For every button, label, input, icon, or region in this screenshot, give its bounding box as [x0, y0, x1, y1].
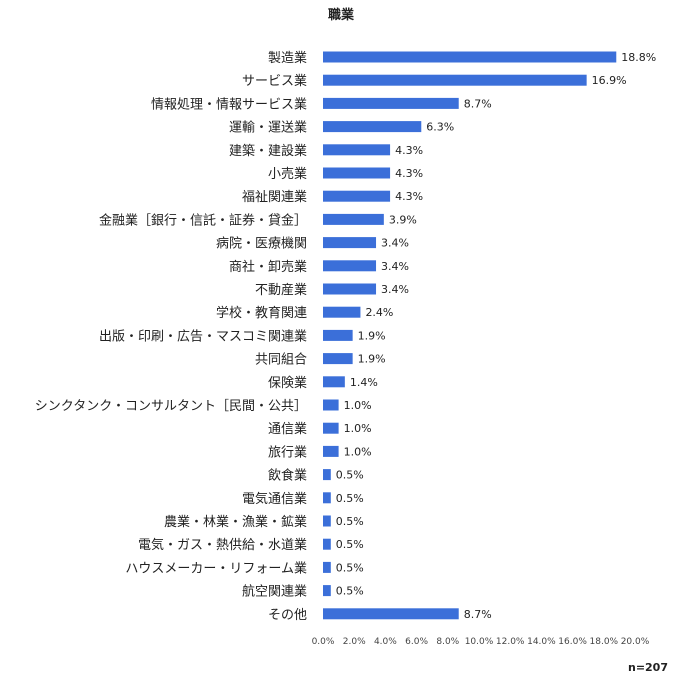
- category-label: 通信業: [268, 421, 307, 437]
- category-label: 金融業［銀行・信託・証券・貸金］: [99, 212, 307, 228]
- category-label: 情報処理・情報サービス業: [151, 96, 307, 112]
- category-label: 運輸・運送業: [229, 120, 307, 136]
- data-label: 1.9%: [358, 329, 386, 342]
- bar: [323, 399, 339, 411]
- category-label: 製造業: [268, 50, 307, 66]
- data-label: 16.9%: [592, 74, 627, 87]
- data-label: 0.5%: [336, 515, 364, 528]
- x-tick-label: 18.0%: [590, 637, 619, 647]
- data-label: 4.3%: [395, 167, 423, 180]
- bar: [323, 74, 587, 86]
- data-label: 1.0%: [344, 399, 372, 412]
- data-label: 3.9%: [389, 213, 417, 226]
- data-label: 8.7%: [464, 608, 492, 621]
- bar: [323, 144, 391, 156]
- category-label: 保険業: [268, 375, 307, 391]
- category-label: その他: [268, 608, 307, 623]
- x-tick-label: 4.0%: [374, 637, 397, 647]
- category-label: サービス業: [242, 73, 307, 89]
- x-tick-label: 10.0%: [465, 637, 494, 647]
- x-tick-label: 0.0%: [312, 637, 335, 647]
- bar: [323, 538, 331, 550]
- category-label: 商社・卸売業: [229, 259, 307, 275]
- data-label: 1.4%: [350, 376, 378, 389]
- bar: [323, 376, 345, 388]
- x-tick-label: 14.0%: [527, 637, 556, 647]
- data-label: 8.7%: [464, 97, 492, 110]
- x-tick-label: 16.0%: [558, 637, 587, 647]
- bar: [323, 515, 331, 527]
- data-label: 0.5%: [336, 561, 364, 574]
- data-label: 1.9%: [358, 353, 386, 366]
- bar: [323, 121, 422, 133]
- category-label: 共同組合: [255, 353, 307, 368]
- data-label: 3.4%: [381, 283, 409, 296]
- category-label: ハウスメーカー・リフォーム業: [125, 560, 307, 576]
- data-label: 0.5%: [336, 538, 364, 551]
- category-label: 建築・建設業: [229, 143, 307, 159]
- data-label: 2.4%: [365, 306, 393, 319]
- data-label: 4.3%: [395, 144, 423, 157]
- category-labels: 製造業サービス業情報処理・情報サービス業運輸・運送業建築・建設業小売業福祉関連業…: [35, 50, 307, 623]
- category-label: 小売業: [268, 166, 307, 182]
- category-label: 福祉関連業: [242, 189, 307, 205]
- x-tick-label: 2.0%: [343, 637, 366, 647]
- bar: [323, 469, 331, 481]
- bar: [323, 237, 377, 249]
- bar: [323, 283, 377, 295]
- category-label: 病院・医療機関: [216, 237, 307, 252]
- bar: [323, 492, 331, 504]
- chart-title: 職業: [328, 7, 355, 23]
- bar: [323, 306, 361, 318]
- data-label: 0.5%: [336, 492, 364, 505]
- data-label: 4.3%: [395, 190, 423, 203]
- category-label: シンクタンク・コンサルタント［民間・公共］: [35, 399, 307, 414]
- x-tick-label: 6.0%: [405, 637, 428, 647]
- bar: [323, 51, 617, 63]
- data-label: 0.5%: [336, 585, 364, 598]
- category-label: 旅行業: [268, 444, 307, 460]
- data-label: 1.0%: [344, 422, 372, 435]
- data-label: 3.4%: [381, 237, 409, 250]
- bar: [323, 422, 339, 434]
- bars: [323, 51, 617, 620]
- data-label: 3.4%: [381, 260, 409, 273]
- bar: [323, 585, 331, 597]
- x-tick-label: 12.0%: [496, 637, 525, 647]
- data-label: 18.8%: [621, 51, 656, 64]
- bar: [323, 353, 353, 365]
- bar: [323, 608, 459, 620]
- bar: [323, 260, 377, 272]
- x-tick-label: 8.0%: [436, 637, 459, 647]
- category-label: 電気・ガス・熱供給・水道業: [138, 537, 307, 553]
- x-axis-tick-labels: 0.0% 2.0% 4.0% 6.0% 8.0% 10.0% 12.0% 14.0% 16.0%…: [312, 637, 650, 647]
- category-label: 飲食業: [268, 468, 307, 484]
- bar: [323, 167, 391, 179]
- bar: [323, 445, 339, 457]
- category-label: 農業・林業・漁業・鉱業: [164, 514, 307, 530]
- data-label: 6.3%: [426, 121, 454, 134]
- category-label: 出版・印刷・広告・マスコミ関連業: [99, 328, 307, 344]
- category-label: 不動産業: [255, 282, 307, 298]
- category-label: 学校・教育関連: [216, 305, 307, 321]
- bar: [323, 329, 353, 341]
- bar: [323, 213, 384, 225]
- category-label: 航空関連業: [242, 584, 307, 600]
- bar: [323, 561, 331, 573]
- x-tick-label: 20.0%: [621, 637, 650, 647]
- value-labels: 18.8%16.9%8.7%6.3%4.3%4.3%4.3%3.9%3.4%3.…: [336, 51, 656, 621]
- category-label: 電気通信業: [242, 491, 307, 507]
- data-label: 1.0%: [344, 445, 372, 458]
- bar: [323, 190, 391, 202]
- bar: [323, 97, 459, 109]
- sample-size-note: n=207: [628, 661, 668, 674]
- data-label: 0.5%: [336, 469, 364, 482]
